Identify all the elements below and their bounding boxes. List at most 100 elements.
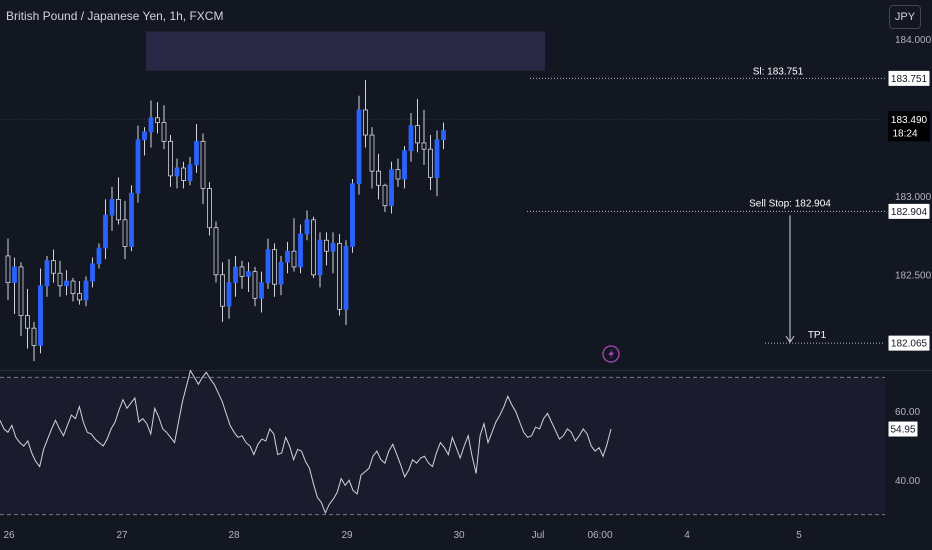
candle-up: [265, 249, 271, 284]
lightning-icon: [602, 345, 620, 363]
candle-up: [12, 266, 17, 284]
current-price-tag: 183.490 18:24: [888, 111, 930, 142]
time-tick-label: 30: [453, 530, 465, 541]
candle-down: [77, 293, 82, 301]
candle-up: [90, 263, 95, 282]
candle-down: [207, 188, 212, 229]
candle-up: [402, 150, 407, 180]
candle-up: [356, 109, 362, 185]
candle-down: [70, 280, 76, 295]
candle-down: [213, 227, 219, 276]
candle-up: [142, 131, 147, 141]
candle-up: [408, 125, 414, 152]
candle-down: [382, 184, 388, 207]
rsi-value-tag: 54.95: [887, 420, 919, 438]
time-tick-label: Jul: [532, 530, 545, 541]
sell-stop-price-tag: 182.904: [887, 202, 931, 220]
arrow-down-icon: [785, 335, 795, 343]
candle-up: [38, 285, 43, 346]
candle-down: [252, 271, 258, 299]
time-tick-label: 27: [116, 530, 128, 541]
candle-up: [278, 261, 284, 285]
time-tick-label: 28: [228, 530, 240, 541]
currency-button[interactable]: JPY: [889, 5, 921, 29]
candle-down: [31, 327, 37, 346]
price-tick-label: 182.500: [895, 270, 932, 281]
svg-text:54.95: 54.95: [890, 425, 915, 436]
candle-up: [148, 117, 154, 133]
candle-down: [18, 266, 24, 317]
svg-text:182.065: 182.065: [891, 339, 928, 350]
candle-down: [51, 260, 56, 274]
candle-down: [220, 274, 225, 307]
candle-up: [187, 164, 193, 181]
candle-up: [298, 233, 303, 268]
candle-up: [285, 250, 290, 263]
symbol-title: British Pound / Japanese Yen, 1h, FXCM: [6, 9, 224, 23]
candle-up: [330, 242, 336, 252]
candle-up: [233, 266, 238, 284]
candle-down: [421, 142, 427, 150]
candle-down: [337, 242, 342, 310]
candle-down: [395, 169, 401, 180]
candle-up: [109, 199, 115, 216]
take-profit-price-tag: 182.065: [887, 334, 931, 352]
candle-down: [239, 266, 245, 277]
candle-up: [259, 282, 264, 299]
candle-down: [57, 272, 63, 287]
candle-down: [200, 140, 206, 189]
sell-stop-label: Sell Stop: 182.904: [749, 198, 831, 209]
candle-up: [304, 219, 310, 235]
candle-up: [44, 260, 50, 287]
candle-down: [25, 315, 30, 329]
svg-text:182.904: 182.904: [891, 207, 928, 218]
candle-up: [129, 192, 134, 247]
candle-down: [291, 250, 297, 268]
candle-down: [415, 125, 420, 144]
time-tick-label: 29: [341, 530, 353, 541]
candle-up: [389, 169, 394, 207]
candle-up: [350, 183, 355, 247]
time-tick-label: 26: [3, 530, 15, 541]
svg-text:18:24: 18:24: [892, 128, 917, 139]
svg-text:183.751: 183.751: [891, 74, 928, 85]
candle-down: [181, 167, 186, 181]
time-tick-label: 06:00: [587, 530, 612, 541]
candle-down: [324, 239, 329, 252]
candle-down: [363, 109, 368, 136]
candle-up: [64, 280, 69, 287]
candle-down: [116, 199, 121, 221]
time-tick-label: 5: [796, 530, 802, 541]
stop-loss-label: Sl: 183.751: [753, 66, 804, 77]
candle-down: [272, 249, 277, 285]
candle-up: [246, 271, 251, 277]
candle-up: [317, 239, 323, 276]
candle-down: [161, 122, 167, 142]
candle-up: [343, 246, 349, 310]
candle-down: [428, 148, 433, 178]
candle-down: [369, 134, 375, 172]
candle-up: [96, 247, 102, 265]
candle-up: [434, 139, 440, 178]
candle-up: [194, 140, 199, 166]
time-tick-label: 4: [684, 530, 690, 541]
candle-up: [441, 129, 446, 141]
stop-loss-price-tag: 183.751: [887, 69, 931, 87]
candle-down: [122, 219, 128, 247]
candle-series: [5, 80, 446, 362]
take-profit-label: TP1: [808, 330, 827, 341]
candle-up: [83, 280, 89, 301]
candle-down: [376, 170, 381, 186]
candle-up: [174, 167, 180, 177]
price-tick-label: 184.000: [895, 35, 932, 46]
candle-down: [168, 140, 173, 177]
candle-down: [311, 219, 316, 276]
rsi-line: [0, 369, 612, 515]
svg-text:183.490: 183.490: [891, 115, 928, 126]
candle-up: [103, 214, 108, 249]
price-tick-label: 183.000: [895, 192, 932, 203]
candle-down: [155, 117, 160, 123]
candle-up: [226, 282, 232, 307]
supply-zone: [146, 31, 545, 71]
